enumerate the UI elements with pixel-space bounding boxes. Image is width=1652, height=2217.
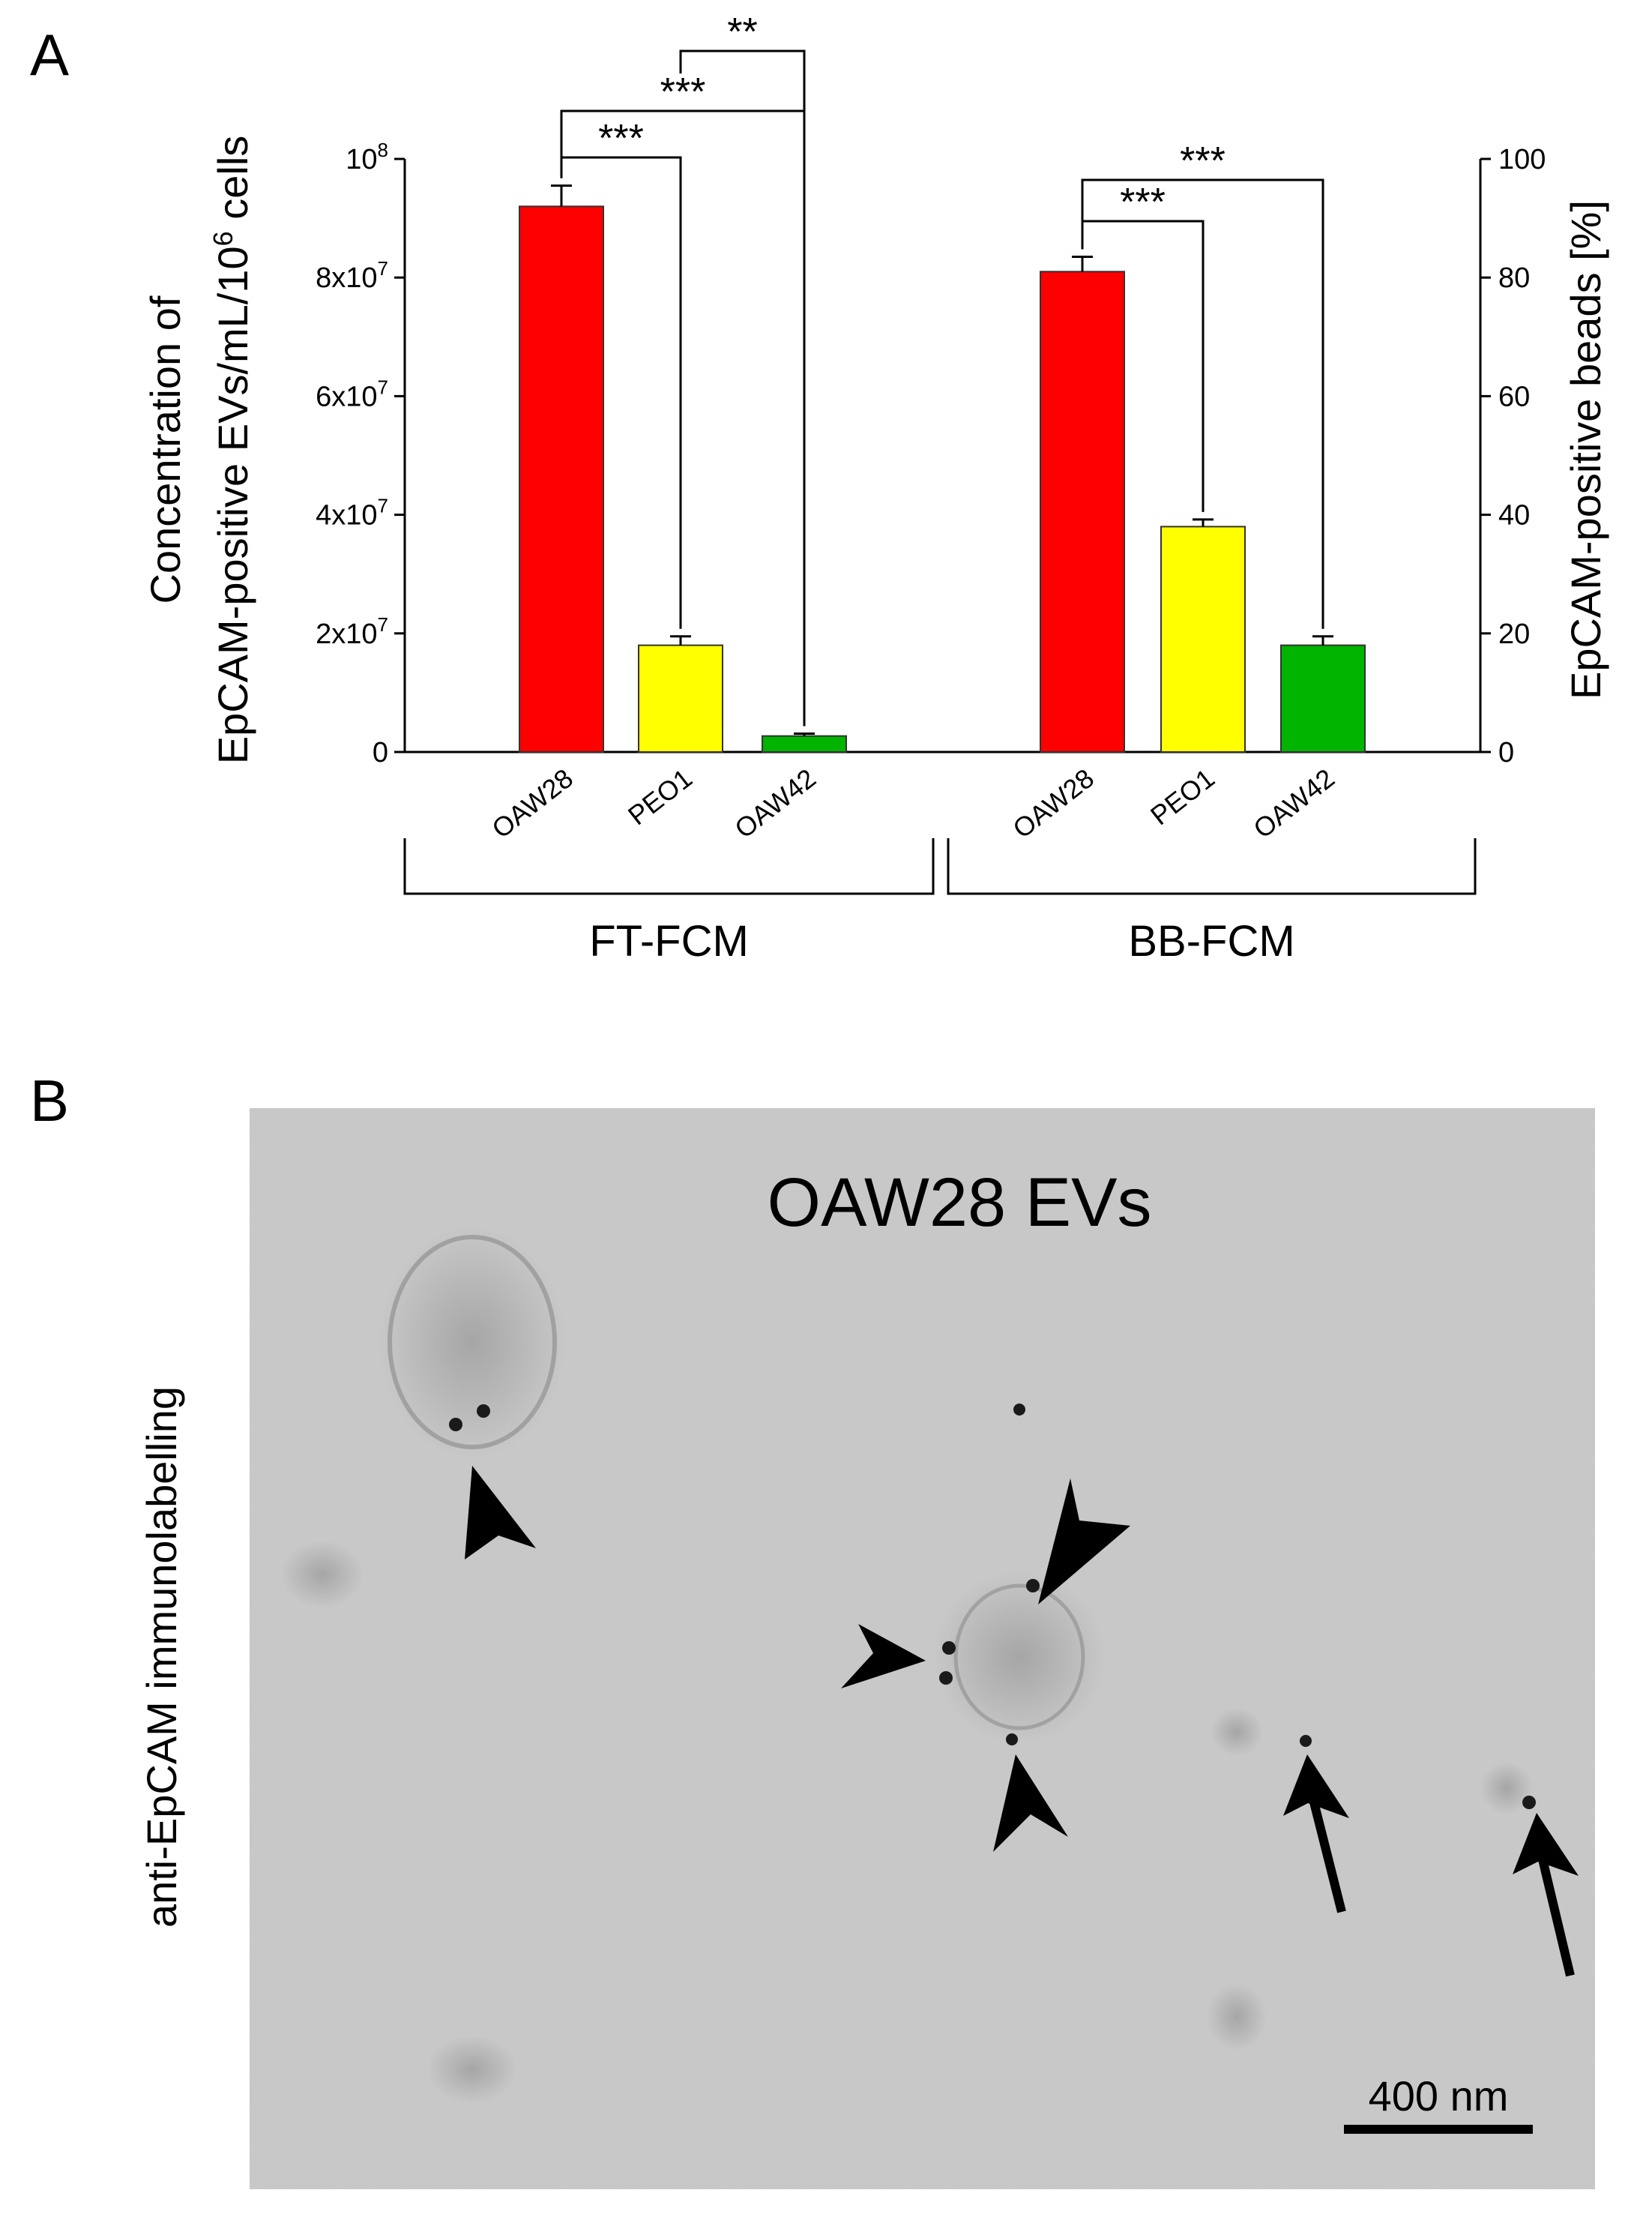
vesicle-cluster-rim	[953, 1583, 1085, 1730]
significance-label: **	[727, 10, 757, 54]
bar-ft-fcm-peo1	[638, 644, 723, 753]
right-tick-label: 100	[1498, 144, 1546, 175]
micrograph: OAW28 EVs 400 nm	[250, 1108, 1595, 2189]
right-tick-label: 40	[1498, 500, 1530, 532]
micrograph-title: OAW28 EVs	[768, 1164, 1152, 1241]
gold-particle	[942, 1641, 956, 1655]
left-tick-label: 8x107	[316, 257, 388, 294]
left-tick-label: 108	[346, 139, 388, 175]
left-tick-label: 0	[373, 737, 388, 768]
bar-bb-fcm-oaw28	[1040, 271, 1125, 753]
arrowhead-marker	[993, 1754, 1068, 1852]
bar-bb-fcm-peo1	[1160, 526, 1246, 753]
gold-particle	[1300, 1735, 1312, 1747]
arrowhead-marker	[841, 1624, 926, 1688]
vesicle-large-rim	[388, 1235, 557, 1449]
right-axis-title-text: EpCAM-positive beads [%]	[1562, 200, 1609, 700]
right-tick-label: 0	[1498, 737, 1514, 768]
vesicle-cluster	[933, 1571, 1106, 1743]
right-axis-title: EpCAM-positive beads [%]	[1562, 200, 1609, 700]
significance-label: ***	[1120, 181, 1166, 224]
arrow-shaft	[1538, 1858, 1575, 1977]
right-tick-label: 20	[1498, 619, 1530, 650]
vesicle-small-4	[1207, 1983, 1267, 2051]
group-bracket	[403, 838, 935, 895]
significance-bracket	[1081, 178, 1324, 629]
gold-particle	[449, 1418, 462, 1431]
arrow-head	[1513, 1813, 1579, 1876]
category-label: OAW42	[729, 762, 822, 844]
left-tick-label: 6x107	[316, 376, 388, 412]
vesicle-small-2	[1211, 1708, 1263, 1756]
significance-label: ***	[660, 70, 706, 114]
micrograph-side-label: anti-EpCAM immunolabelling	[138, 1386, 185, 1928]
gold-particle	[1026, 1579, 1040, 1592]
left-axis-title-line2: EpCAM-positive EVs/mL/106 cells	[208, 136, 257, 765]
scale-bar-label: 400 nm	[1369, 2072, 1509, 2120]
bar-chart: 0 2x107 4x107 6x107 8x107 108 0 20 40 60 80 100 OAW2…	[316, 10, 1546, 966]
category-label: PEO1	[622, 762, 698, 831]
category-label: OAW28	[1007, 762, 1100, 844]
significance-label: ***	[1180, 139, 1226, 183]
bar-ft-fcm-oaw42	[762, 735, 847, 753]
vesicle-small-1	[427, 2036, 517, 2103]
gold-particle	[1522, 1796, 1536, 1809]
vesicle-small-3	[1480, 1762, 1533, 1814]
significance-label: ***	[598, 117, 644, 160]
arrowhead-marker	[1038, 1478, 1130, 1604]
left-axis-title: Concentration of EpCAM-positive EVs/mL/1…	[142, 136, 256, 765]
arrowhead-marker	[465, 1466, 536, 1559]
vesicle-small-5	[281, 1541, 364, 1608]
category-label: PEO1	[1145, 762, 1220, 831]
bar-bb-fcm-oaw42	[1280, 644, 1366, 753]
left-tick-label: 4x107	[316, 495, 388, 532]
category-label: OAW42	[1247, 762, 1340, 844]
gold-particle	[477, 1404, 490, 1418]
gold-particle	[1013, 1404, 1025, 1416]
immunolabelling-label: anti-EpCAM immunolabelling	[138, 1386, 185, 1928]
group-label: FT-FCM	[589, 917, 749, 966]
vesicle-large	[379, 1226, 566, 1458]
arrow-head	[1283, 1754, 1349, 1818]
panel-b-letter: B	[30, 1068, 69, 1134]
arrow-shaft	[1309, 1798, 1346, 1913]
group-label: BB-FCM	[1128, 917, 1294, 966]
right-tick-label: 80	[1498, 262, 1530, 294]
panel-a-letter: A	[30, 22, 69, 88]
significance-bracket	[679, 49, 806, 727]
left-tick-label: 2x107	[316, 613, 388, 650]
category-label: OAW28	[486, 762, 579, 844]
left-axis-title-line1: Concentration of	[142, 295, 189, 604]
right-tick-label: 60	[1498, 381, 1530, 412]
group-bracket	[947, 838, 1477, 895]
gold-particle	[1006, 1733, 1018, 1745]
gold-particle	[939, 1671, 953, 1685]
bar-ft-fcm-oaw28	[519, 205, 604, 753]
